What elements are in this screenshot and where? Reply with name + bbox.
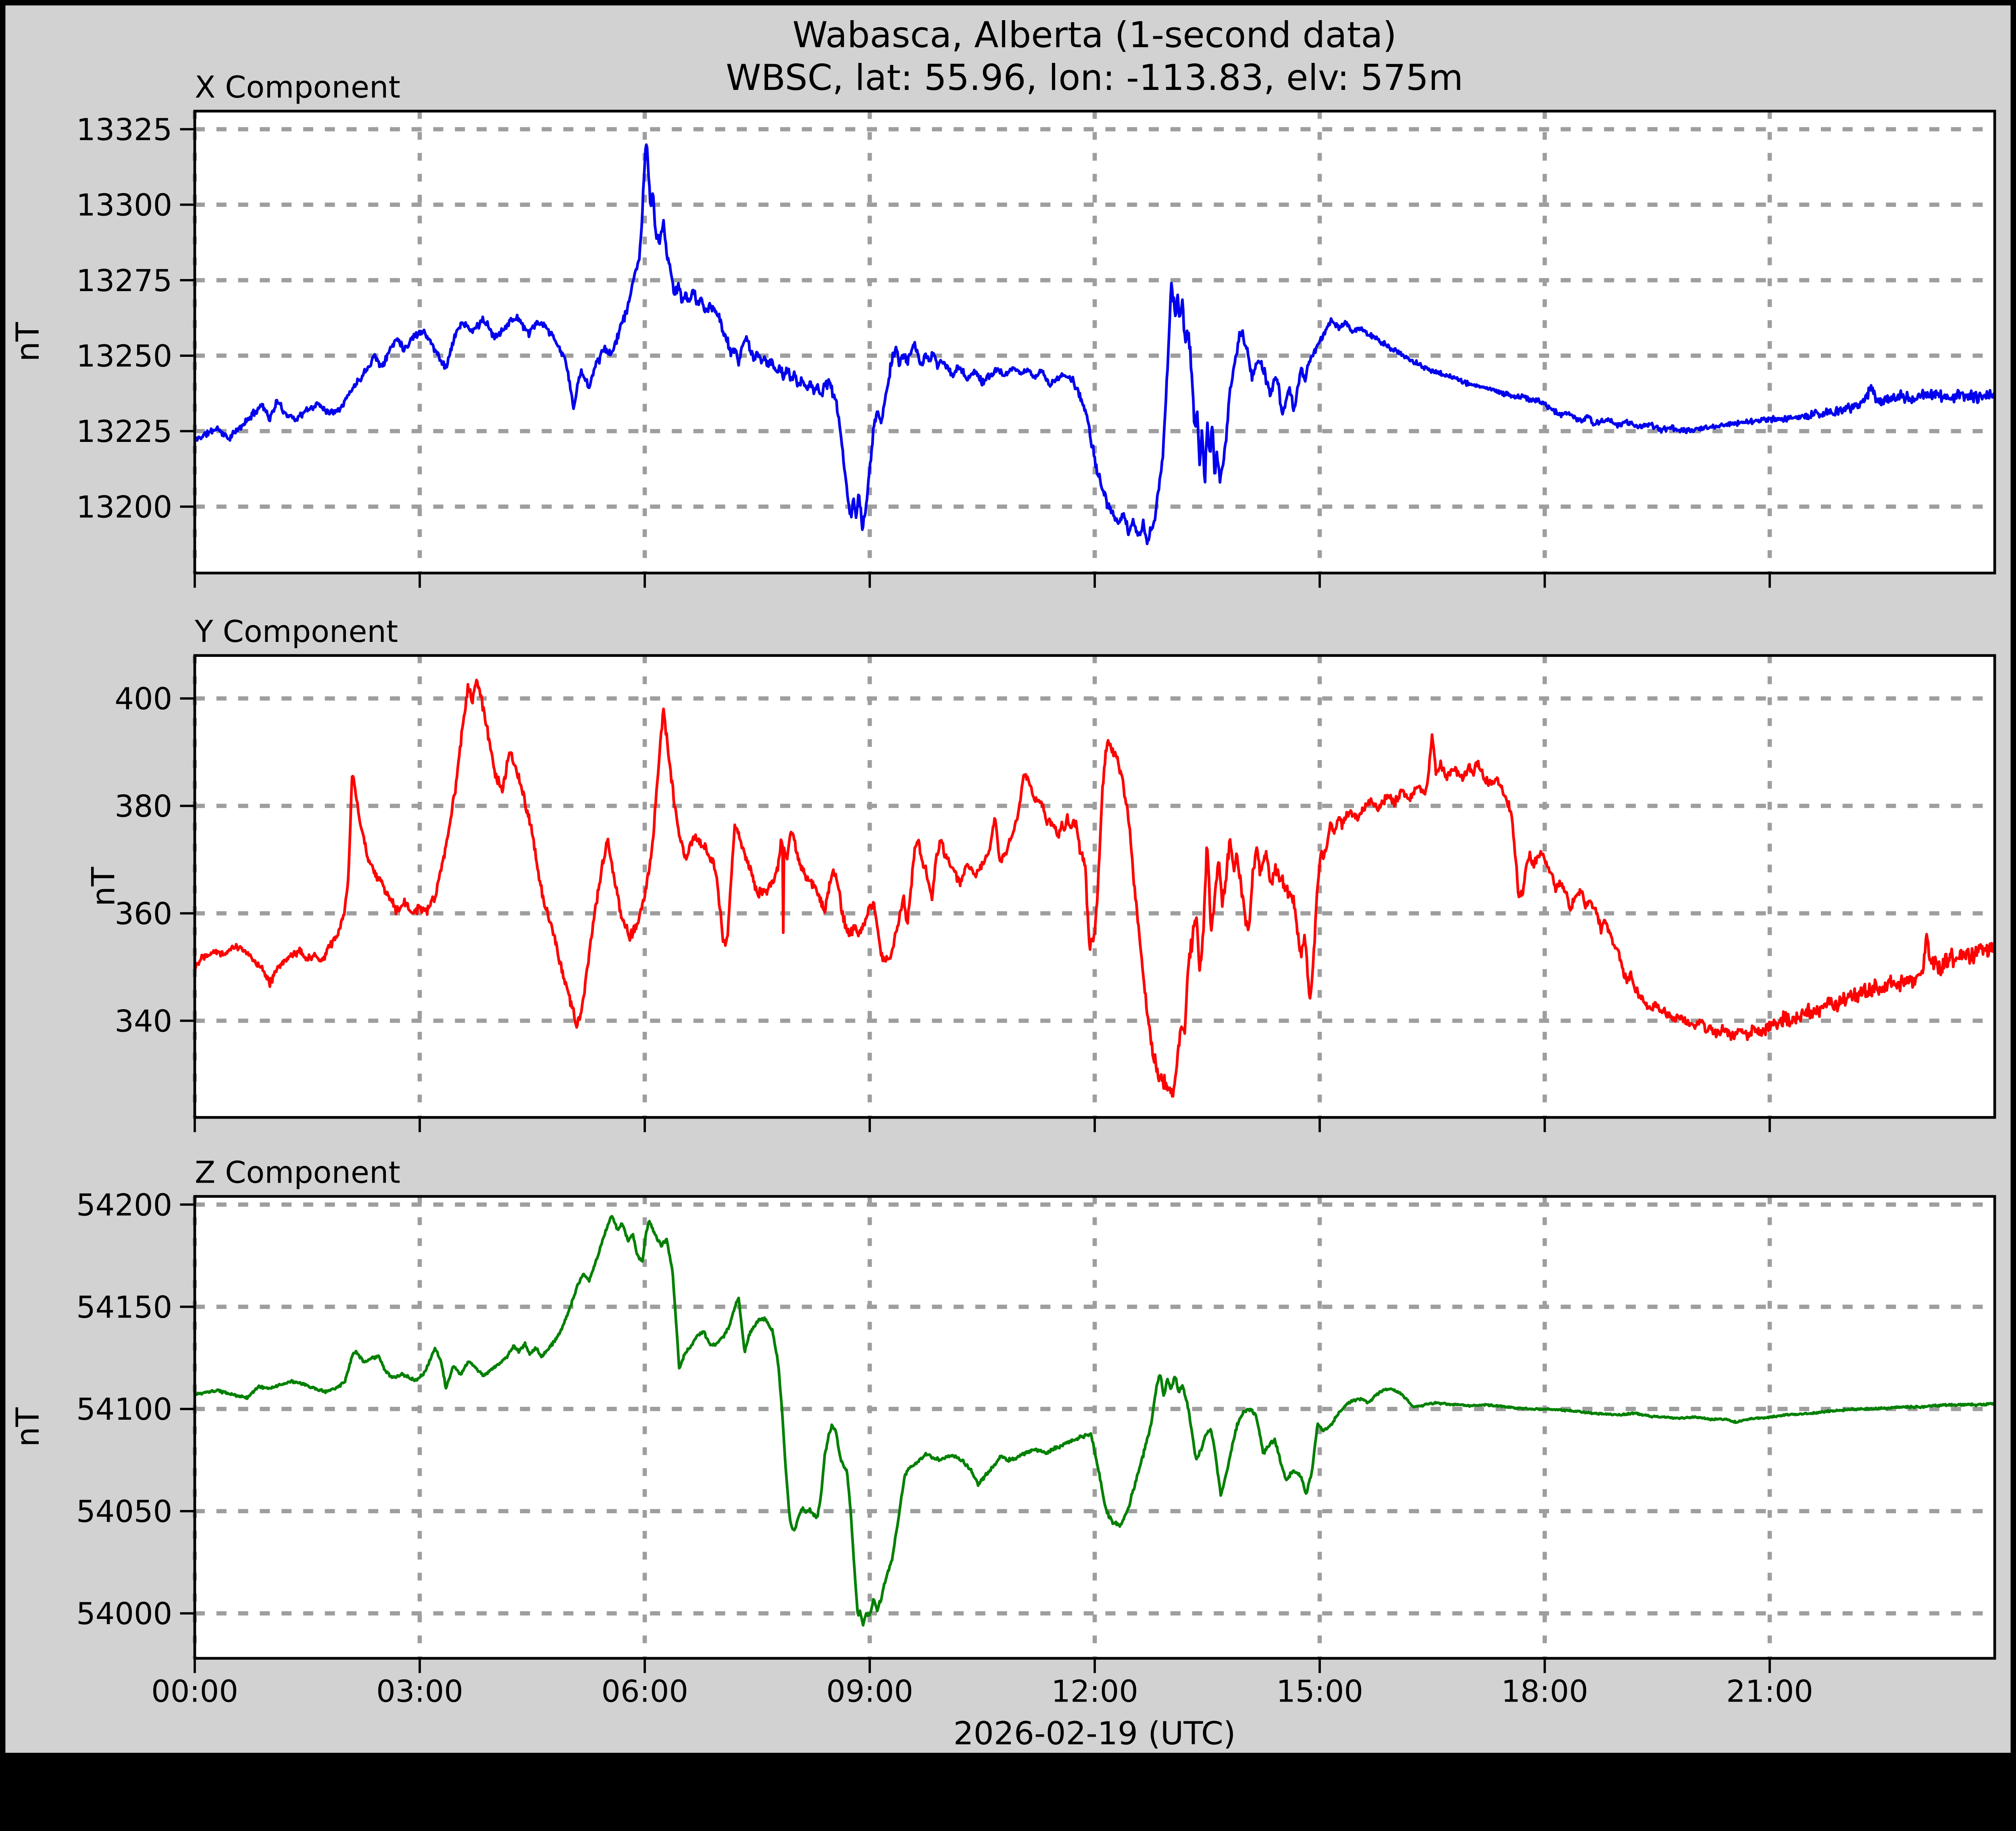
y-axis-label-x-panel: nT — [9, 322, 46, 362]
data-line-x-component — [193, 143, 1996, 546]
panel-title-z-component: Z Component — [195, 1155, 400, 1190]
x-tick-label: 21:00 — [1726, 1673, 1813, 1709]
figure-title: Wabasca, Alberta (1-second data) — [792, 14, 1396, 56]
figure-subtitle: WBSC, lat: 55.96, lon: -113.83, elv: 575… — [726, 57, 1463, 98]
y-tick-label: 13275 — [76, 263, 172, 298]
y-tick-label: 13250 — [76, 338, 172, 374]
panel-x: 13200 13225 13250 13275 13300 13325 — [76, 110, 1996, 588]
y-axis-label-z-panel: nT — [9, 1407, 46, 1447]
x-tick-label: 06:00 — [601, 1673, 688, 1709]
panel-frame — [193, 654, 1996, 1119]
y-tick-label: 13325 — [76, 112, 172, 147]
y-tick-label: 54150 — [76, 1289, 172, 1325]
x-tick-label: 18:00 — [1501, 1673, 1588, 1709]
y-tick-label: 13200 — [76, 489, 172, 525]
y-tick-label: 340 — [115, 1003, 172, 1039]
panel-frame — [193, 110, 1996, 575]
x-tick-label: 00:00 — [151, 1673, 238, 1709]
data-line-z-component — [193, 1215, 1996, 1627]
panel-title-y-component: Y Component — [194, 614, 398, 649]
y-tick-label: 54100 — [76, 1391, 172, 1427]
y-tick-label: 54050 — [76, 1494, 172, 1529]
y-tick-label: 54000 — [76, 1596, 172, 1631]
figure-border — [0, 0, 2016, 1758]
y-tick-label: 380 — [115, 789, 172, 824]
magnetogram-figure: Wabasca, Alberta (1-second data) WBSC, l… — [0, 0, 2016, 1758]
y-tick-label: 54200 — [76, 1187, 172, 1223]
y-tick-label: 400 — [115, 681, 172, 717]
y-tick-label: 360 — [115, 896, 172, 931]
x-tick-label: 15:00 — [1276, 1673, 1363, 1709]
y-tick-label: 13300 — [76, 187, 172, 223]
x-tick-label: 03:00 — [376, 1673, 463, 1709]
y-axis-label-y-panel: nT — [85, 867, 122, 906]
plot-panels: 13200 13225 13250 13275 13300 13325 340 360 380 4… — [76, 110, 1996, 1709]
x-axis-label: 2026-02-19 (UTC) — [954, 1715, 1236, 1752]
data-line-y-component — [193, 679, 1996, 1098]
panel-frame — [193, 1195, 1996, 1660]
y-tick-label: 13225 — [76, 414, 172, 449]
magnetogram-chart: Wabasca, Alberta (1-second data) WBSC, l… — [0, 0, 2016, 1758]
x-tick-label: 12:00 — [1051, 1673, 1138, 1709]
x-tick-label: 09:00 — [826, 1673, 913, 1709]
panel-title-x-component: X Component — [195, 69, 400, 105]
panel-z: 00:00 03:00 06:00 09:00 12:00 15:00 18:00 21:00… — [76, 1187, 1996, 1709]
panel-y: 340 360 380 400 — [115, 654, 1996, 1132]
